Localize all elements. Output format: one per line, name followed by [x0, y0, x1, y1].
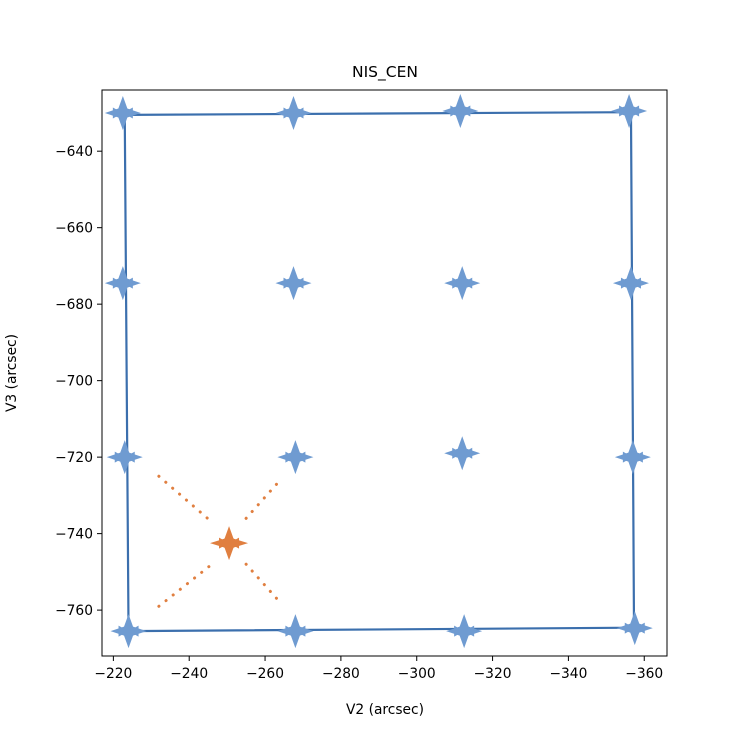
grid-point-core-15	[458, 625, 471, 638]
grid-point-core-3	[454, 105, 467, 118]
ticks-layer: −220 −240 −260 −280 −300 −320 −340 −360 −760 −740…	[55, 144, 663, 682]
grid-point-marker-15	[446, 614, 483, 649]
grid-point-core-16	[628, 622, 641, 635]
grid-point-marker-9	[106, 440, 143, 475]
grid-point-core-7	[456, 277, 469, 290]
x-tick-label-5: −300	[398, 666, 436, 682]
x-tick-label-3: −260	[246, 666, 284, 682]
y-tick-label-4: −700	[55, 374, 93, 390]
grid-point-core-13	[122, 625, 135, 638]
target-marker	[210, 526, 249, 561]
x-tick-label-8: −360	[625, 666, 663, 682]
grid-point-marker-4	[611, 94, 648, 129]
diagonal-dotted-line-2	[244, 562, 282, 604]
grid-point-core-2	[287, 106, 300, 119]
grid-point-marker-13	[110, 614, 147, 649]
x-tick-label-1: −220	[94, 666, 132, 682]
grid-point-core-8	[624, 277, 637, 290]
grid-point-core-12	[626, 451, 639, 464]
grid-point-marker-1	[104, 95, 141, 130]
grid-point-core-14	[289, 625, 302, 638]
grid-point-marker-2	[275, 95, 312, 130]
target-core	[222, 536, 236, 550]
grid-point-core-11	[456, 447, 469, 460]
grid-point-marker-11	[444, 436, 481, 471]
x-axis-label: V2 (arcsec)	[346, 702, 424, 718]
grid-point-core-6	[287, 277, 300, 290]
x-tick-label-7: −340	[549, 666, 587, 682]
grid-point-marker-3	[442, 94, 479, 129]
x-tick-label-6: −320	[474, 666, 512, 682]
y-axis-label: V3 (arcsec)	[4, 334, 20, 412]
diagonal-dotted-line-1	[157, 474, 214, 524]
chart-title: NIS_CEN	[352, 63, 418, 82]
grid-point-core-5	[116, 277, 129, 290]
grid-point-core-4	[623, 105, 636, 118]
y-tick-label-7: −640	[55, 144, 93, 160]
y-tick-label-5: −680	[55, 297, 93, 313]
grid-point-marker-7	[444, 266, 481, 301]
aperture-outline	[123, 111, 636, 633]
diagonal-dotted-line-3	[157, 562, 214, 608]
plot-layer	[104, 94, 653, 649]
axes-frame	[101, 89, 668, 657]
x-tick-label-2: −240	[170, 666, 208, 682]
grid-point-marker-5	[104, 266, 141, 301]
y-tick-label-1: −760	[55, 603, 93, 619]
grid-point-marker-12	[614, 440, 651, 475]
grid-point-marker-14	[277, 614, 314, 649]
grid-point-marker-8	[612, 266, 649, 301]
grid-point-core-9	[118, 451, 131, 464]
grid-point-marker-16	[616, 611, 653, 646]
grid-point-core-10	[289, 451, 302, 464]
diagonal-dotted-line-4	[244, 478, 282, 520]
grid-point-core-1	[116, 106, 129, 119]
y-tick-label-2: −740	[55, 527, 93, 543]
x-tick-label-4: −280	[322, 666, 360, 682]
y-tick-label-3: −720	[55, 450, 93, 466]
y-tick-label-6: −660	[55, 221, 93, 237]
grid-point-marker-6	[275, 266, 312, 301]
grid-point-marker-10	[277, 440, 314, 475]
